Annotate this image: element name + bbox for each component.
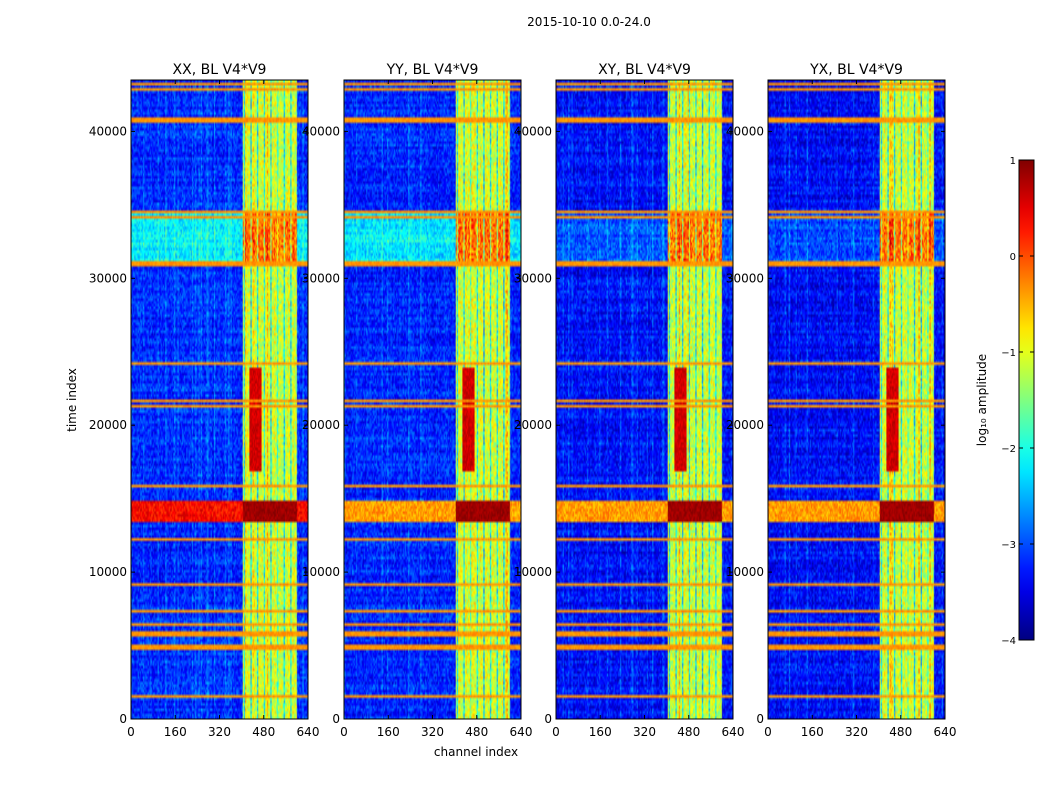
y-tick-label: 10000	[514, 565, 552, 579]
panel-2: YY, BL V4*V9 0 160 320 480 640 0 10000 20000 3000…	[302, 62, 533, 739]
x-tick-label: 640	[297, 725, 320, 739]
colorbar-tick-label: −4	[1001, 636, 1016, 647]
colorbar-tick-label: −2	[1001, 444, 1016, 455]
heatmap-image	[131, 80, 308, 719]
panel-title: XX, BL V4*V9	[173, 62, 267, 78]
y-tick-label: 20000	[89, 418, 127, 432]
colorbar-tick-label: −3	[1001, 540, 1016, 551]
x-tick-label: 160	[801, 725, 824, 739]
x-tick-label: 640	[934, 725, 957, 739]
x-tick-label: 0	[764, 725, 772, 739]
x-tick-label: 320	[633, 725, 656, 739]
x-tick-label: 320	[845, 725, 868, 739]
panel-1: XX, BL V4*V9 0 160 320 480 640 0 10000 20000 3000…	[89, 62, 320, 739]
y-tick-label: 40000	[514, 124, 552, 138]
panel-title: YY, BL V4*V9	[386, 62, 479, 78]
y-tick-label: 30000	[726, 271, 764, 285]
y-tick-label: 10000	[89, 565, 127, 579]
panel-title: YX, BL V4*V9	[809, 62, 903, 78]
y-tick-label: 40000	[89, 124, 127, 138]
panel-title: XY, BL V4*V9	[598, 62, 691, 78]
x-tick-label: 160	[377, 725, 400, 739]
x-tick-label: 320	[421, 725, 444, 739]
colorbar-tick-label: −1	[1001, 348, 1016, 359]
panel-4: YX, BL V4*V9 0 160 320 480 640 0 10000 20000 3000…	[726, 62, 957, 739]
y-tick-label: 20000	[302, 418, 340, 432]
y-tick-label: 10000	[302, 565, 340, 579]
x-tick-label: 480	[465, 725, 488, 739]
y-tick-label: 40000	[726, 124, 764, 138]
x-tick-label: 320	[208, 725, 231, 739]
y-tick-label: 0	[544, 712, 552, 726]
colorbar: 1 0 −1 −2 −3 −4	[1001, 156, 1035, 647]
figure-suptitle: 2015-10-10 0.0-24.0	[527, 15, 651, 29]
y-tick-label: 0	[756, 712, 764, 726]
y-tick-label: 10000	[726, 565, 764, 579]
y-axis-label: time index	[65, 368, 79, 432]
x-tick-label: 160	[164, 725, 187, 739]
y-tick-label: 0	[332, 712, 340, 726]
y-tick-label: 0	[119, 712, 127, 726]
x-tick-label: 0	[127, 725, 135, 739]
heatmap-image	[768, 80, 945, 719]
x-tick-label: 480	[889, 725, 912, 739]
x-tick-label: 0	[340, 725, 348, 739]
x-tick-label: 640	[510, 725, 533, 739]
y-tick-label: 20000	[514, 418, 552, 432]
x-tick-label: 640	[722, 725, 745, 739]
heatmap-image	[556, 80, 733, 719]
x-tick-label: 480	[677, 725, 700, 739]
colorbar-tick-label: 0	[1010, 252, 1016, 263]
y-tick-label: 30000	[302, 271, 340, 285]
colorbar-tick-label: 1	[1010, 156, 1016, 167]
y-tick-label: 20000	[726, 418, 764, 432]
y-tick-label: 40000	[302, 124, 340, 138]
panel-3: XY, BL V4*V9 0 160 320 480 640 0 10000 20000 3000…	[514, 62, 745, 739]
y-tick-label: 30000	[89, 271, 127, 285]
x-tick-label: 0	[552, 725, 560, 739]
colorbar-body	[1018, 159, 1035, 641]
x-tick-label: 160	[589, 725, 612, 739]
colorbar-label: log₁₀ amplitude	[975, 354, 989, 446]
heatmap-image	[344, 80, 521, 719]
y-tick-label: 30000	[514, 271, 552, 285]
panels-group: XX, BL V4*V9 0 160 320 480 640 0 10000 20000 3000…	[89, 62, 957, 739]
x-tick-label: 480	[252, 725, 275, 739]
x-axis-label: channel index	[434, 745, 518, 759]
